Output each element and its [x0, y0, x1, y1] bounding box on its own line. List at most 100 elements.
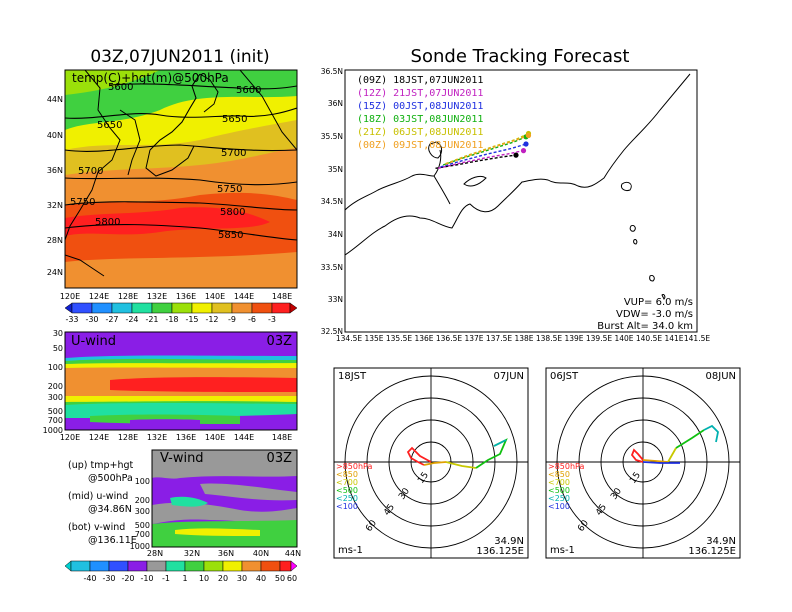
- x-tick: 136E: [176, 292, 196, 301]
- y-tick: 700: [135, 530, 150, 539]
- sonde-x-ticks: 134.5E 135E 135.5E 136E 136.5E 137E 137.…: [336, 334, 710, 343]
- colorbar-tick: 10: [199, 574, 209, 583]
- sonde-tracks: [435, 130, 532, 169]
- x-tick: 144E: [234, 433, 254, 442]
- colorbar-tick: -30: [102, 574, 115, 583]
- colorbar-tick: -10: [140, 574, 153, 583]
- colorbar-tick: -1: [162, 574, 170, 583]
- legend-level: <250: [336, 494, 358, 503]
- contour-label: 5750: [70, 197, 95, 208]
- hodo-left-legend: >850hPa <850 <700 <500 <250 <100: [336, 462, 373, 511]
- sonde-legend: (09Z) 18JST,07JUN2011 (12Z) 21JST,07JUN2…: [357, 75, 483, 151]
- y-tick: 200: [135, 496, 150, 505]
- x-tick: 128E: [118, 433, 138, 442]
- sonde-track-line: [435, 154, 517, 169]
- colorbar-tick: 60: [287, 574, 297, 583]
- contour-label: 5700: [221, 148, 246, 159]
- legend-entry: (09Z) 18JST,07JUN2011: [357, 75, 483, 86]
- contour-label: 5650: [222, 114, 247, 125]
- x-tick: 138E: [514, 334, 533, 343]
- legend-entry: (21Z) 06JST,08JUN2011: [357, 127, 483, 138]
- map-y-ticks: 24N 28N 32N 36N 40N 44N: [47, 95, 63, 277]
- y-tick: 40N: [47, 131, 63, 140]
- x-tick: 134.5E: [336, 334, 362, 343]
- wind-colorbar: -40 -30 -20 -10 -1 1 10 20 30 40 50 60: [64, 560, 298, 583]
- hodo-left-date: 07JUN: [494, 371, 524, 382]
- x-tick: 138.5E: [536, 334, 562, 343]
- y-tick: 100: [48, 363, 63, 372]
- hodo-right-time: 06JST: [550, 371, 579, 382]
- x-tick: 132E: [147, 292, 167, 301]
- u-wind-panel: U-wind 03Z 30 50 100 200 300 500 700 100…: [43, 329, 298, 442]
- y-tick: 35N: [328, 165, 343, 174]
- legend-level: <100: [548, 502, 570, 511]
- x-tick: 124E: [89, 433, 109, 442]
- sonde-track-line: [445, 134, 529, 165]
- left-title: 03Z,07JUN2011 (init): [90, 47, 269, 67]
- u-wind-time: 03Z: [267, 334, 293, 349]
- note-up-level: @500hPa: [88, 473, 133, 484]
- note-bot: (bot) v-wind: [68, 522, 125, 533]
- x-tick: 120E: [60, 433, 80, 442]
- sonde-y-ticks: 32.5N 33N 33.5N 34N 34.5N 35N 35.5N 36N …: [321, 67, 343, 336]
- legend-entry: (00Z) 09JST,08JUN2011: [357, 140, 483, 151]
- legend-level: >850hPa: [336, 462, 373, 471]
- u-wind-title: U-wind: [71, 334, 116, 349]
- colorbar-tick: -18: [165, 315, 178, 324]
- x-tick: 139E: [564, 334, 583, 343]
- y-tick: 500: [48, 407, 63, 416]
- sonde-burst-point: [523, 141, 529, 147]
- y-tick: 35.5N: [321, 132, 343, 141]
- hodo-right-lat: 34.9N: [706, 536, 736, 547]
- v-wind-y-ticks: 100 200 300 500 700 1000: [130, 477, 150, 551]
- contour-label: 5650: [97, 120, 122, 131]
- legend-level: <500: [548, 486, 570, 495]
- hodo-left-time: 18JST: [338, 371, 367, 382]
- contour-label: 5750: [217, 184, 242, 195]
- colorbar-tick: -20: [121, 574, 134, 583]
- contour-label: 5600: [108, 82, 133, 93]
- legend-entry: (12Z) 21JST,07JUN2011: [357, 88, 483, 99]
- x-tick: 40N: [253, 549, 269, 558]
- x-tick: 140E: [205, 292, 225, 301]
- legend-level: >850hPa: [548, 462, 585, 471]
- v-wind-title: V-wind: [160, 451, 204, 466]
- panel-notes: (up) tmp+hgt @500hPa (mid) u-wind @34.86…: [68, 460, 137, 546]
- legend-level: <500: [336, 486, 358, 495]
- y-tick: 300: [135, 507, 150, 516]
- sonde-burst-point: [520, 148, 527, 154]
- y-tick: 34N: [328, 230, 343, 239]
- x-tick: 140.5E: [636, 334, 662, 343]
- colorbar-tick: 40: [256, 574, 266, 583]
- legend-level: <700: [548, 478, 570, 487]
- hodo-right-lon: 136.125E: [688, 546, 736, 557]
- info-burst: Burst Alt= 34.0 km: [597, 321, 693, 332]
- map-title: temp(C)+hgt(m)@500hPa: [72, 71, 229, 85]
- sonde-tracking-map: 32.5N 33N 33.5N 34N 34.5N 35N 35.5N 36N …: [321, 67, 711, 343]
- legend-entry: (15Z) 00JST,08JUN2011: [357, 101, 483, 112]
- colorbar-tick: 20: [218, 574, 228, 583]
- x-tick: 139.5E: [586, 334, 612, 343]
- contour-labels: 5600 5600 5650 5650 5700 5700 5750 5750 …: [70, 82, 261, 241]
- note-bot-lon: @136.11E: [88, 535, 137, 546]
- sonde-track-line: [442, 136, 527, 166]
- hodo-left-lat: 34.9N: [494, 536, 524, 547]
- colorbar-tick: 30: [237, 574, 247, 583]
- x-tick: 140E: [614, 334, 633, 343]
- x-tick: 136.5E: [436, 334, 462, 343]
- y-tick: 32N: [47, 201, 63, 210]
- info-vup: VUP= 6.0 m/s: [624, 297, 693, 308]
- hodograph-left: 18JST 07JUN ms-1 34.9N 136.125E 15 30 45…: [333, 367, 529, 559]
- y-tick: 34.5N: [321, 197, 343, 206]
- x-tick: 132E: [147, 433, 167, 442]
- sonde-info: VUP= 6.0 m/s VDW= -3.0 m/s Burst Alt= 34…: [597, 297, 693, 332]
- legend-entry: (18Z) 03JST,08JUN2011: [357, 114, 483, 125]
- x-tick: 124E: [89, 292, 109, 301]
- hodograph-right: 06JST 08JUN ms-1 34.9N 136.125E 15 30 45…: [545, 367, 741, 559]
- y-tick: 33N: [328, 295, 343, 304]
- x-tick: 144E: [234, 292, 254, 301]
- x-tick: 148E: [272, 292, 292, 301]
- colorbar-tick: -27: [105, 315, 118, 324]
- x-tick: 128E: [118, 292, 138, 301]
